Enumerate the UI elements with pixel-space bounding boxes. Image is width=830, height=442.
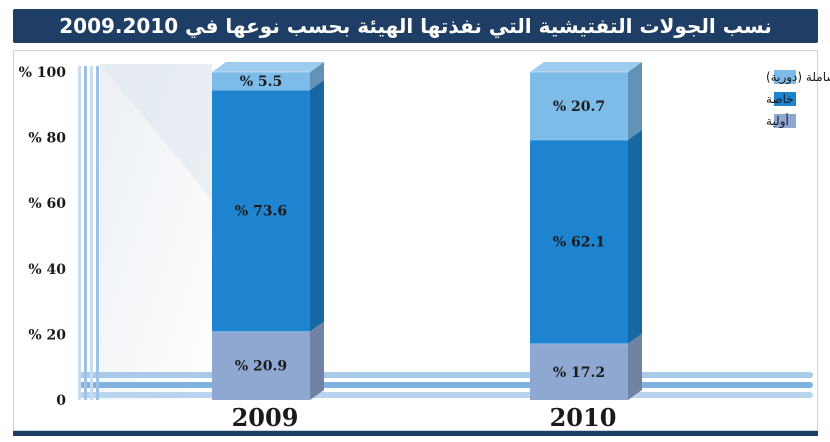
value-label: % 5.5 (240, 74, 283, 90)
bar-top (530, 62, 642, 72)
floor-stripe (78, 372, 813, 378)
value-label: % 20.9 (235, 359, 287, 375)
bar-side (628, 129, 642, 344)
background-facet (100, 64, 212, 200)
bar-segment (530, 72, 628, 140)
x-category-label: 2009 (232, 403, 299, 432)
bar-side (310, 62, 324, 91)
title-bar: نسب الجولات التفتيشية التي نفذتها الهيئة… (13, 9, 818, 43)
legend-swatch (774, 114, 796, 128)
bar-side (310, 321, 324, 400)
legend-swatch (774, 70, 796, 84)
floor-stripe (78, 382, 813, 388)
value-label: % 20.7 (553, 99, 605, 115)
bar-segment (212, 331, 310, 400)
bar-segment (212, 72, 310, 91)
bar-segment (212, 90, 310, 332)
bar-segment (530, 343, 628, 400)
chart-title: نسب الجولات التفتيشية التي نفذتها الهيئة… (59, 14, 772, 38)
value-label: % 73.6 (235, 204, 287, 220)
bar-side (628, 333, 642, 400)
legend-label: شاملة (دورية) (766, 70, 830, 85)
bottom-frame-bar (13, 431, 818, 436)
axis-stripe (90, 66, 93, 400)
axis-stripe (96, 66, 99, 400)
y-tick-label: % 20 (28, 327, 66, 343)
legend-label: أولية (766, 113, 789, 129)
y-tick-label: 0 (56, 393, 66, 409)
y-tick-label: % 100 (19, 65, 67, 81)
axis-stripe (78, 66, 81, 400)
floor-stripe (78, 392, 813, 398)
bar-side (310, 80, 324, 332)
bar-segment (530, 139, 628, 344)
y-tick-label: % 60 (28, 196, 66, 212)
value-label: % 62.1 (553, 235, 605, 251)
legend-swatch (774, 92, 796, 106)
y-tick-label: % 40 (28, 262, 66, 278)
axis-stripe (84, 66, 87, 400)
legend-label: خاصة (766, 92, 794, 106)
bar-side (628, 62, 642, 140)
bar-top (212, 62, 324, 72)
x-category-label: 2010 (550, 403, 617, 432)
value-label: % 17.2 (553, 365, 605, 381)
y-tick-label: % 80 (28, 131, 66, 147)
